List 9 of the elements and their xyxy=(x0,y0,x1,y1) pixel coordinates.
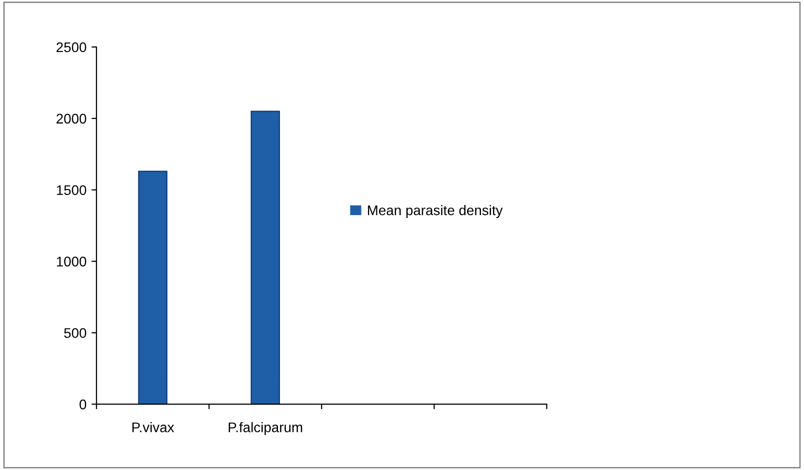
y-tick-label: 2000 xyxy=(56,114,86,124)
x-tick-label: P.falciparum xyxy=(228,422,302,436)
x-tick-label: P.vivax xyxy=(132,422,174,432)
y-tick-label: 0 xyxy=(80,400,86,410)
y-tick-label: 500 xyxy=(64,328,86,338)
y-tick-label: 1000 xyxy=(56,256,86,266)
y-tick-label: 2500 xyxy=(56,42,86,52)
y-tick-label: 1500 xyxy=(56,185,86,196)
legend-label: Mean parasite density xyxy=(368,205,503,218)
